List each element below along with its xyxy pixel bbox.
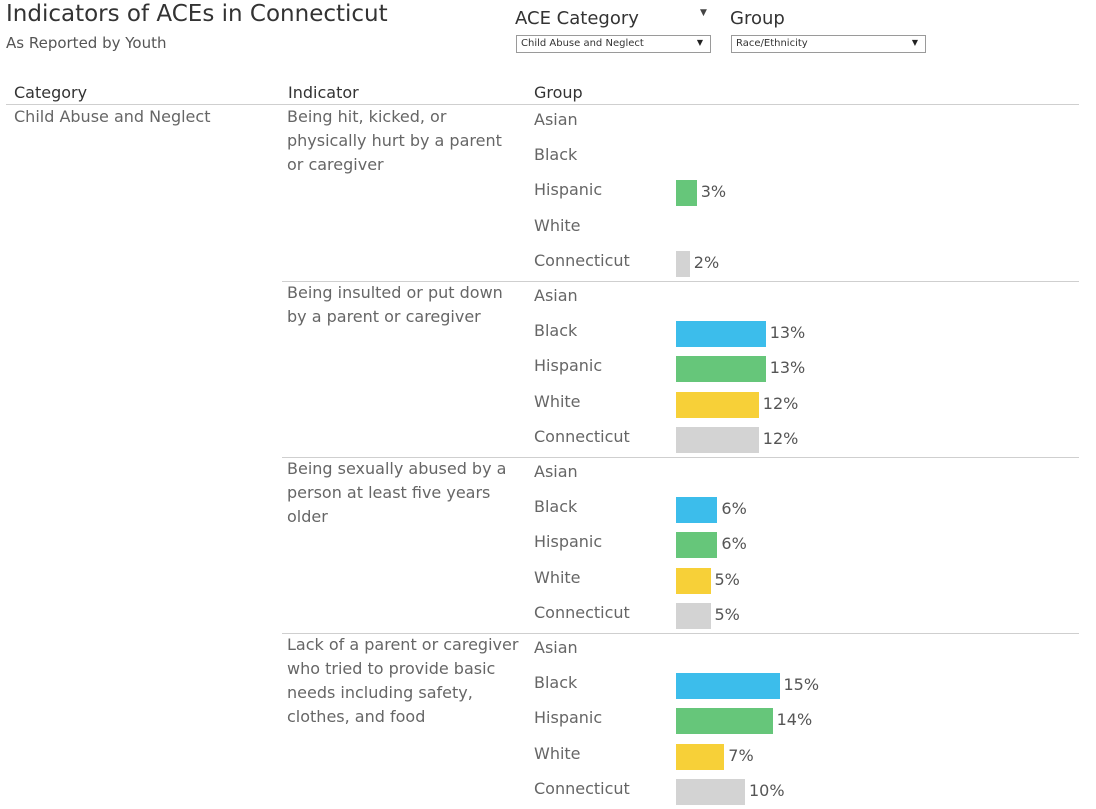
bar[interactable] bbox=[676, 180, 697, 207]
page-title: Indicators of ACEs in Connecticut bbox=[6, 1, 388, 27]
bar-row: Connecticut 2% bbox=[534, 246, 1079, 281]
group-label: White bbox=[534, 215, 581, 235]
group-label: Connecticut bbox=[534, 602, 630, 622]
column-header-group: Group bbox=[534, 83, 583, 102]
group-label: Hispanic bbox=[534, 356, 603, 376]
group-select[interactable]: Race/Ethnicity ▼ bbox=[731, 35, 926, 53]
bar-value-label: 2% bbox=[693, 252, 720, 272]
bar-row: Black bbox=[534, 140, 1079, 175]
bar[interactable] bbox=[676, 602, 711, 629]
group-label: Hispanic bbox=[534, 708, 603, 728]
bar[interactable] bbox=[676, 708, 773, 735]
bar-row: Asian bbox=[534, 105, 1079, 140]
bar-value-label: 13% bbox=[769, 358, 806, 378]
bar-row: White 7% bbox=[534, 739, 1079, 774]
bar-value-label: 7% bbox=[728, 745, 754, 765]
bar[interactable] bbox=[676, 532, 718, 559]
group-label: White bbox=[534, 743, 581, 763]
group-label: White bbox=[534, 567, 581, 587]
group-label: Connecticut bbox=[534, 250, 630, 270]
bar-value-label: 5% bbox=[714, 569, 740, 589]
group-label: Black bbox=[534, 145, 578, 165]
group-label: Asian bbox=[534, 638, 578, 657]
bar[interactable] bbox=[676, 567, 711, 594]
bar-value-label: 5% bbox=[714, 604, 740, 624]
chevron-down-icon[interactable]: ▼ bbox=[911, 38, 918, 47]
bar-row: White 12% bbox=[534, 387, 1079, 422]
bar-row: Asian bbox=[534, 633, 1079, 668]
bar-row: White bbox=[534, 211, 1079, 246]
bar[interactable] bbox=[676, 391, 759, 418]
bar-value-label: 6% bbox=[721, 499, 747, 519]
bar-value-label: 10% bbox=[749, 780, 785, 800]
group-label: Black bbox=[534, 673, 578, 693]
page-subtitle: As Reported by Youth bbox=[6, 34, 167, 52]
indicator-label: Lack of a parent or caregiver who tried … bbox=[287, 635, 519, 726]
bar-value-label: 6% bbox=[721, 534, 747, 554]
column-header-category: Category bbox=[14, 83, 88, 102]
group-label: White bbox=[534, 391, 581, 411]
bar[interactable] bbox=[676, 321, 766, 348]
bar-row: Connecticut 5% bbox=[534, 598, 1079, 633]
group-label: Black bbox=[534, 497, 578, 517]
group-filter-label: Group bbox=[730, 8, 785, 29]
group-label: Asian bbox=[534, 462, 578, 481]
bar-row: Asian bbox=[534, 281, 1079, 316]
bar[interactable] bbox=[676, 673, 780, 700]
bar-value-label: 3% bbox=[700, 182, 727, 202]
header-divider bbox=[6, 104, 1079, 105]
indicator-label: Being sexually abused by a person at lea… bbox=[287, 459, 507, 526]
category-label: Child Abuse and Neglect bbox=[14, 107, 211, 126]
ace-category-filter-label: ACE Category bbox=[515, 8, 639, 29]
bar-row: Hispanic 13% bbox=[534, 351, 1079, 386]
group-label: Connecticut bbox=[534, 426, 630, 446]
group-label: Connecticut bbox=[534, 778, 630, 798]
bar-value-label: 12% bbox=[762, 428, 799, 448]
bar[interactable] bbox=[676, 778, 745, 805]
indicator-block: Being insulted or put down by a parent o… bbox=[282, 281, 1079, 458]
bar-row: Black 6% bbox=[534, 492, 1079, 527]
chevron-down-icon[interactable]: ▼ bbox=[696, 38, 703, 47]
bar-value-label: 14% bbox=[776, 710, 813, 730]
group-label: Hispanic bbox=[534, 180, 603, 200]
group-label: Asian bbox=[534, 286, 578, 305]
ace-category-select-value: Child Abuse and Neglect bbox=[521, 38, 644, 49]
bar[interactable] bbox=[676, 497, 718, 524]
bar[interactable] bbox=[676, 250, 690, 277]
indicator-label: Being hit, kicked, or physically hurt by… bbox=[287, 107, 502, 174]
bar-value-label: 13% bbox=[769, 323, 806, 343]
group-select-value: Race/Ethnicity bbox=[736, 38, 808, 49]
group-label: Asian bbox=[534, 110, 578, 129]
indicator-block: Lack of a parent or caregiver who tried … bbox=[282, 633, 1079, 809]
bar-row: Asian bbox=[534, 457, 1079, 492]
group-label: Black bbox=[534, 321, 578, 341]
bar-row: Black 13% bbox=[534, 316, 1079, 351]
bar-value-label: 15% bbox=[783, 675, 820, 695]
column-header-indicator: Indicator bbox=[288, 83, 359, 102]
bar-row: White 5% bbox=[534, 563, 1079, 598]
bar-value-label: 12% bbox=[762, 393, 799, 413]
bar[interactable] bbox=[676, 426, 759, 453]
filter-menu-caret-icon[interactable]: ▼ bbox=[700, 8, 707, 18]
bar[interactable] bbox=[676, 356, 766, 383]
bar-row: Connecticut 12% bbox=[534, 422, 1079, 457]
bar[interactable] bbox=[676, 743, 725, 770]
bar-row: Hispanic 3% bbox=[534, 175, 1079, 210]
indicator-block: Being hit, kicked, or physically hurt by… bbox=[282, 105, 1079, 282]
ace-category-select[interactable]: Child Abuse and Neglect ▼ bbox=[516, 35, 711, 53]
indicator-block: Being sexually abused by a person at lea… bbox=[282, 457, 1079, 634]
indicator-label: Being insulted or put down by a parent o… bbox=[287, 283, 503, 326]
bar-row: Black 15% bbox=[534, 668, 1079, 703]
group-label: Hispanic bbox=[534, 532, 603, 552]
bar-row: Hispanic 14% bbox=[534, 703, 1079, 738]
bar-row: Connecticut 10% bbox=[534, 774, 1079, 809]
bar-row: Hispanic 6% bbox=[534, 527, 1079, 562]
